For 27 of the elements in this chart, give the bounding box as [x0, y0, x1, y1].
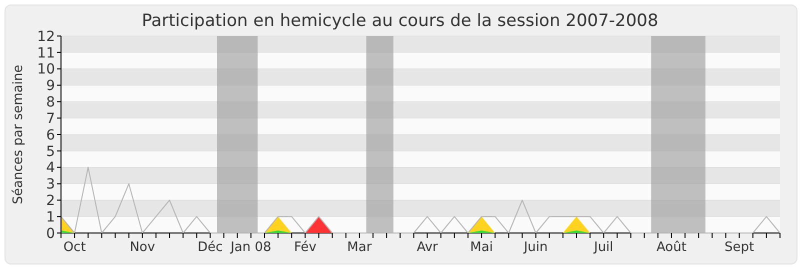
x-tick-label: Fév	[294, 240, 317, 255]
y-tick-label: 8	[46, 94, 55, 111]
x-tick-label: Mai	[470, 240, 493, 255]
y-tick-label: 11	[37, 45, 55, 62]
x-tick-label: Oct	[63, 240, 86, 255]
chart-title: Participation en hemicycle au cours de la session 2007-2008	[142, 11, 658, 31]
y-tick-label: 1	[46, 209, 55, 226]
y-tick-label: 5	[46, 144, 55, 160]
x-tick-label: Jan 08	[230, 240, 272, 255]
x-tick-label: Août	[656, 240, 686, 255]
y-tick-label: 6	[46, 127, 56, 144]
y-axis-title: Séances par semaine	[11, 64, 26, 204]
y-tick-label: 10	[37, 62, 55, 78]
y-tick-label: 9	[46, 78, 55, 94]
x-tick-label: Nov	[130, 240, 156, 255]
x-tick-label: Déc	[198, 240, 223, 255]
x-tick-label: Juil	[592, 240, 614, 255]
y-tick-label: 3	[46, 176, 55, 193]
x-tick-label: Mar	[347, 240, 372, 255]
y-tick-label: 12	[37, 28, 55, 45]
x-tick-label: Avr	[416, 240, 439, 255]
y-tick-label: 2	[46, 193, 55, 210]
x-tick-label: Sept	[724, 240, 754, 255]
y-tick-label: 7	[46, 110, 55, 127]
y-tick-label: 4	[46, 160, 56, 176]
x-tick-label: Juin	[522, 240, 548, 255]
y-tick-label: 0	[46, 226, 55, 242]
